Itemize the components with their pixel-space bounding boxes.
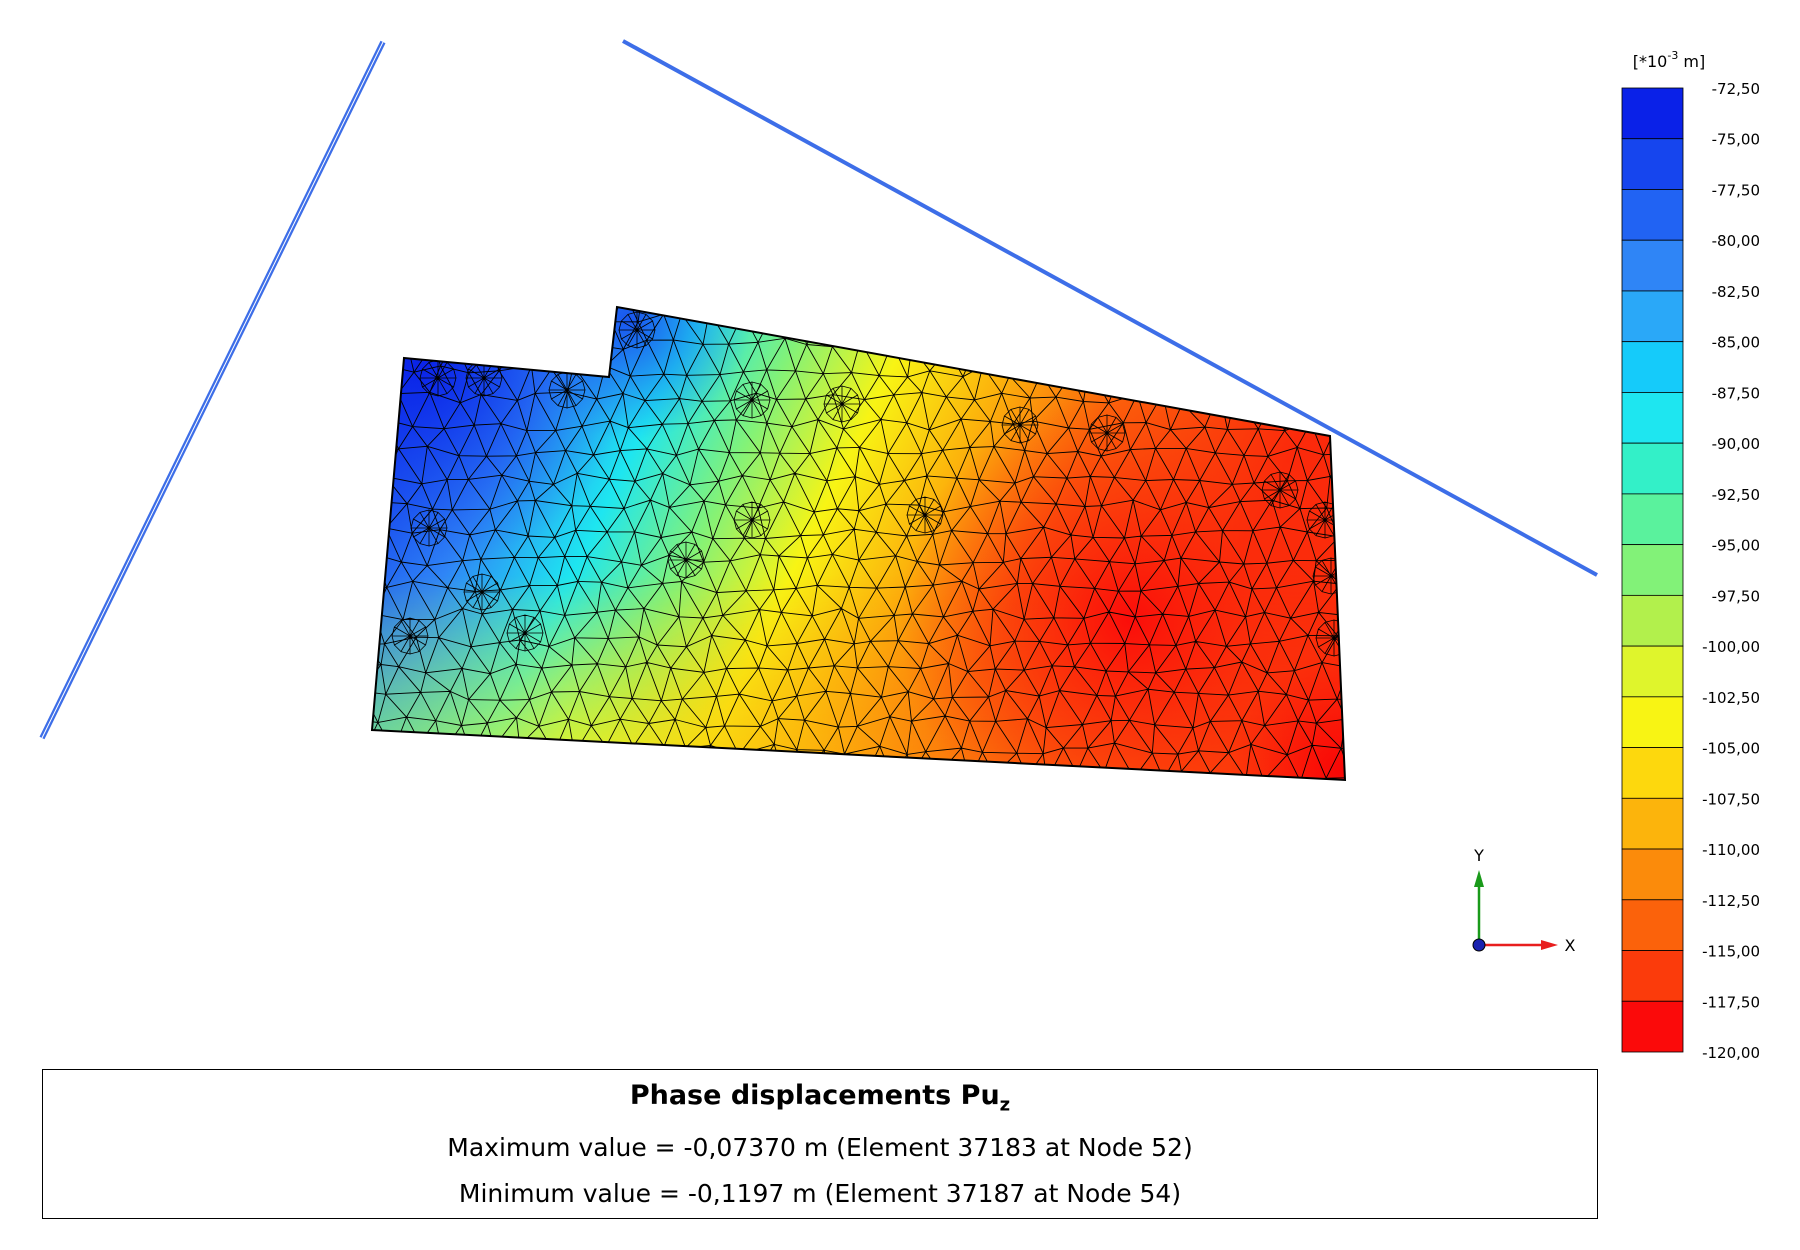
- plate-outline: [370, 305, 1347, 782]
- legend-tick-label: -80,00: [1712, 232, 1760, 250]
- legend-color-segment: [1621, 544, 1684, 596]
- boundary-line-left: [39, 40, 386, 740]
- result-info-box: Phase displacements Puz Maximum value = …: [42, 1069, 1598, 1219]
- legend-tick-label: -120,00: [1702, 1044, 1760, 1062]
- mesh-refinement-node: [463, 573, 501, 611]
- legend-tick-labels: -72,50 -75,00 -77,50 -80,00 -82,50 -85,00 -87,…: [1702, 80, 1760, 1062]
- legend-color-segment: [1621, 848, 1684, 901]
- legend-color-segment: [1621, 797, 1684, 850]
- minimum-value-line: Minimum value = -0,1197 m (Element 37187…: [458, 1179, 1182, 1209]
- legend-tick-label: -110,00: [1702, 841, 1760, 859]
- legend-color-segment: [1621, 87, 1684, 140]
- legend-color-segment: [1621, 189, 1684, 241]
- legend-tick-label: -97,50: [1712, 587, 1760, 605]
- mesh-refinement-node: [1261, 471, 1299, 509]
- legend-tick-label: -75,00: [1712, 131, 1760, 149]
- mesh-refinement-node: [391, 617, 429, 655]
- legend-tick-label: -107,50: [1702, 790, 1760, 808]
- legend-tick-label: -77,50: [1712, 181, 1760, 199]
- result-title: Phase displacements Puz: [629, 1080, 1011, 1116]
- mesh-refinement-node: [618, 311, 656, 349]
- legend-tick-label: -100,00: [1702, 638, 1760, 656]
- legend-tick-label: -72,50: [1712, 80, 1760, 98]
- legend-color-segment: [1621, 747, 1684, 799]
- legend-color-segment: [1621, 696, 1684, 748]
- legend-color-segment: [1621, 950, 1684, 1002]
- legend-color-segment: [1621, 290, 1684, 343]
- mesh-refinement-node: [823, 385, 861, 423]
- mesh-refinement-node: [733, 381, 771, 419]
- mesh-refinement-node: [506, 614, 544, 652]
- legend-tick-label: -105,00: [1702, 740, 1760, 758]
- axis-triad: Y X: [1472, 846, 1576, 955]
- mesh-refinement-node: [410, 509, 448, 547]
- legend-color-segment: [1621, 239, 1684, 292]
- legend-color-segment: [1621, 594, 1684, 647]
- legend-color-segment: [1621, 392, 1684, 444]
- mesh-refinement-node: [1001, 406, 1039, 444]
- legend-tick-label: -112,50: [1702, 892, 1760, 910]
- legend: [*10-3 m] -72,50 -75,00 -77,50 -80,00 -82,50…: [1621, 49, 1760, 1062]
- legend-color-segment: [1621, 341, 1684, 393]
- legend-color-segment: [1621, 493, 1684, 546]
- legend-tick-label: -90,00: [1712, 435, 1760, 453]
- maximum-value-line: Maximum value = -0,07370 m (Element 3718…: [447, 1133, 1193, 1163]
- legend-color-segment: [1621, 645, 1684, 698]
- y-axis-label: Y: [1473, 846, 1484, 865]
- legend-color-bar: [1621, 87, 1684, 1053]
- boundary-line-top: [622, 39, 1598, 577]
- legend-color-segment: [1621, 138, 1684, 190]
- legend-tick-label: -92,50: [1712, 486, 1760, 504]
- y-arrowhead: [1474, 870, 1484, 887]
- mesh-refinement-node: [906, 496, 944, 534]
- legend-tick-label: -95,00: [1712, 537, 1760, 555]
- z-axis-dot: [1472, 938, 1486, 952]
- x-axis-label: X: [1565, 936, 1576, 955]
- legend-color-segment: [1621, 899, 1684, 951]
- mesh-refinement-node: [1088, 414, 1126, 452]
- legend-tick-label: -82,50: [1712, 283, 1760, 301]
- x-arrowhead: [1541, 940, 1558, 950]
- legend-color-segment: [1621, 1000, 1684, 1053]
- legend-color-segment: [1621, 442, 1684, 495]
- legend-unit: [*10-3 m]: [1633, 49, 1706, 71]
- displacement-contour-plot[interactable]: [300, 280, 1400, 809]
- legend-tick-label: -102,50: [1702, 689, 1760, 707]
- mesh-refinement-node: [667, 541, 705, 579]
- mesh-refinement-node: [733, 501, 771, 539]
- legend-tick-label: -85,00: [1712, 334, 1760, 352]
- legend-tick-label: -87,50: [1712, 384, 1760, 402]
- legend-tick-label: -115,00: [1702, 943, 1760, 961]
- legend-tick-label: -117,50: [1702, 993, 1760, 1011]
